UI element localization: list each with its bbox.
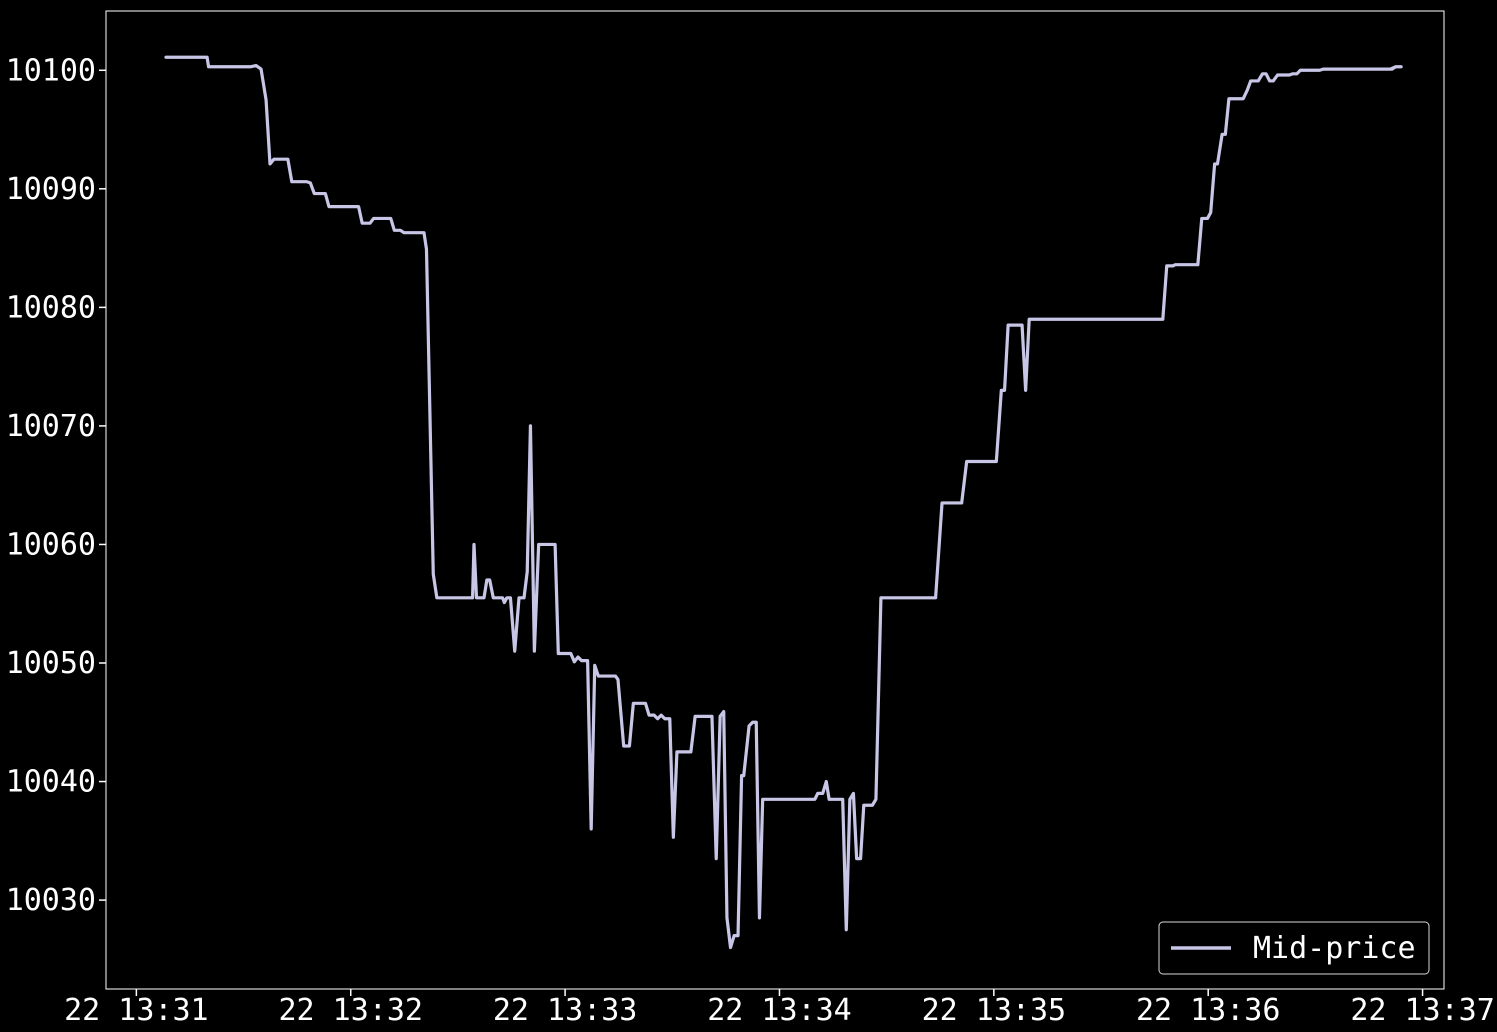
- legend[interactable]: Mid-price: [1158, 921, 1430, 975]
- y-axis: 10030 10040 10050 10060 10070 10080 10090 10100: [6, 53, 106, 918]
- y-tick-label: 10060: [6, 527, 96, 562]
- y-tick-label: 10090: [6, 172, 96, 207]
- y-tick-label: 10050: [6, 646, 96, 681]
- series-layer: [164, 55, 1403, 950]
- x-tick-label: 22 13:31: [64, 993, 209, 1028]
- x-tick-label: 22 13:33: [493, 993, 638, 1028]
- x-tick-label: 22 13:32: [278, 993, 423, 1028]
- x-tick-label: 22 13:34: [707, 993, 852, 1028]
- x-tick-label: 22 13:37: [1350, 993, 1495, 1028]
- y-tick-label: 10040: [6, 765, 96, 800]
- x-tick-label: 22 13:36: [1136, 993, 1281, 1028]
- y-tick-label: 10100: [6, 53, 96, 88]
- x-axis: 22 13:31 22 13:32 22 13:33 22 13:34 22 13:35…: [64, 989, 1495, 1028]
- series-line-mid-price: [164, 55, 1403, 950]
- plot-area-frame: [105, 10, 1445, 990]
- legend-series-label: Mid-price: [1253, 931, 1416, 966]
- y-tick-label: 10030: [6, 883, 96, 918]
- legend-box: [1158, 921, 1430, 975]
- y-tick-label: 10070: [6, 409, 96, 444]
- x-tick-label: 22 13:35: [922, 993, 1067, 1028]
- y-tick-label: 10080: [6, 290, 96, 325]
